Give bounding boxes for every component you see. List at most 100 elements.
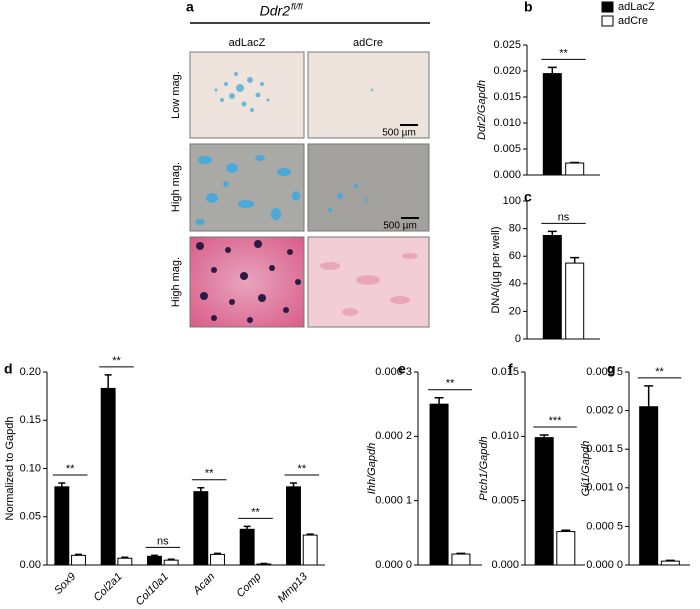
y-tick-label: 0.05 xyxy=(20,511,41,523)
panel-label: f xyxy=(508,361,513,377)
legend-swatch xyxy=(601,1,614,13)
bar xyxy=(542,73,562,176)
error-bar xyxy=(665,559,675,562)
bar xyxy=(556,531,576,566)
x-tick-label: Acan xyxy=(190,571,217,598)
y-tick-label: 0.000 0 xyxy=(586,559,623,571)
x-tick-label: Mmp13 xyxy=(276,570,311,605)
significance-label: ** xyxy=(251,506,260,518)
error-bar xyxy=(197,487,205,492)
y-axis-label: DNA/(µg per well) xyxy=(490,226,502,313)
y-tick-label: 60 xyxy=(509,250,521,262)
y-tick-label: 0.000 1 xyxy=(375,495,412,507)
error-bar xyxy=(290,482,297,487)
micrograph xyxy=(307,51,430,139)
x-tick-label: Comp xyxy=(234,571,263,600)
error-bar xyxy=(570,161,580,164)
y-tick-label: 0.025 xyxy=(493,39,521,51)
bar xyxy=(542,235,562,340)
scale-label: 500 µm xyxy=(383,221,417,232)
micrograph xyxy=(307,143,430,232)
bar xyxy=(210,553,225,566)
legend-label: adCre xyxy=(618,15,648,27)
panel-label: c xyxy=(524,189,532,205)
bar xyxy=(565,162,585,176)
panel-label: a xyxy=(186,0,194,15)
legend-label: adLacZ xyxy=(618,1,655,13)
x-tick-label: Sox9 xyxy=(52,571,78,597)
legend-swatch xyxy=(601,15,614,27)
y-tick-label: 0.000 5 xyxy=(586,520,623,532)
y-tick-label: 0.005 xyxy=(491,495,519,507)
y-tick-label: 0.002 5 xyxy=(586,366,623,378)
error-bar xyxy=(561,529,571,532)
y-tick-label: 0.000 2 xyxy=(375,430,412,442)
error-bar xyxy=(456,552,466,555)
error-bar xyxy=(243,525,251,530)
error-bar xyxy=(539,434,549,438)
panel-title: Ddr2 xyxy=(260,3,291,19)
bar xyxy=(71,554,86,566)
y-tick-label: 0.010 xyxy=(493,117,521,129)
y-tick-label: 0.001 0 xyxy=(586,482,623,494)
error-bar xyxy=(151,554,158,557)
significance-label: *** xyxy=(549,415,563,427)
y-tick-label: 0.020 xyxy=(493,65,521,77)
y-tick-label: 0 xyxy=(515,333,521,345)
x-tick-label: Col10a1 xyxy=(134,571,171,608)
y-tick-label: 20 xyxy=(509,305,521,317)
y-tick-label: 100 xyxy=(503,195,521,207)
error-bar xyxy=(167,558,175,561)
row-label: High mag. xyxy=(170,257,182,307)
y-tick-label: 0.002 0 xyxy=(586,405,623,417)
panel-label: g xyxy=(607,361,616,377)
bar xyxy=(660,560,680,566)
panel-label: e xyxy=(398,361,406,377)
stain xyxy=(370,88,374,92)
error-bar xyxy=(75,553,82,556)
y-tick-label: 80 xyxy=(509,223,521,235)
y-tick-label: 0.15 xyxy=(20,414,41,426)
panel-label: d xyxy=(4,361,13,377)
significance-label: ns xyxy=(558,211,570,223)
stain xyxy=(195,155,300,225)
significance-label: ** xyxy=(298,463,307,475)
stain xyxy=(328,184,368,212)
y-tick-label: 0.000 xyxy=(493,169,521,181)
row-label: Low mag. xyxy=(170,71,182,119)
y-tick-label: 0.010 xyxy=(491,430,519,442)
error-bar xyxy=(570,256,580,264)
stain xyxy=(196,240,301,323)
bar xyxy=(286,486,301,566)
y-tick-label: 0.20 xyxy=(20,366,41,378)
stain xyxy=(214,72,270,112)
y-axis-label: Normalized to Gapdh xyxy=(4,417,16,521)
error-bar xyxy=(306,533,314,536)
bar xyxy=(534,437,554,566)
error-bar xyxy=(214,552,221,555)
y-tick-label: 0.015 xyxy=(493,91,521,103)
error-bar xyxy=(121,556,129,559)
significance-label: ** xyxy=(559,47,568,59)
bar xyxy=(429,403,449,566)
y-axis-label: Ptch1/Gapdh xyxy=(478,436,490,500)
bar xyxy=(639,406,659,566)
bar xyxy=(163,559,179,566)
significance-label: ** xyxy=(446,378,455,390)
micrograph xyxy=(189,51,305,139)
bar xyxy=(117,557,133,566)
y-tick-label: 0.00 xyxy=(20,559,41,571)
significance-label: ** xyxy=(655,366,664,378)
y-tick-label: 0.10 xyxy=(20,462,41,474)
error-bar xyxy=(547,66,557,74)
column-label: adCre xyxy=(353,37,383,49)
significance-label: ** xyxy=(112,355,121,367)
significance-label: ** xyxy=(205,468,214,480)
y-tick-label: 0.000 xyxy=(491,559,519,571)
bar xyxy=(451,553,471,566)
error-bar xyxy=(547,230,557,236)
error-bar xyxy=(58,482,66,487)
y-axis-label: Ddr2/Gapdh xyxy=(476,80,488,140)
y-tick-label: 0.000 3 xyxy=(375,366,412,378)
